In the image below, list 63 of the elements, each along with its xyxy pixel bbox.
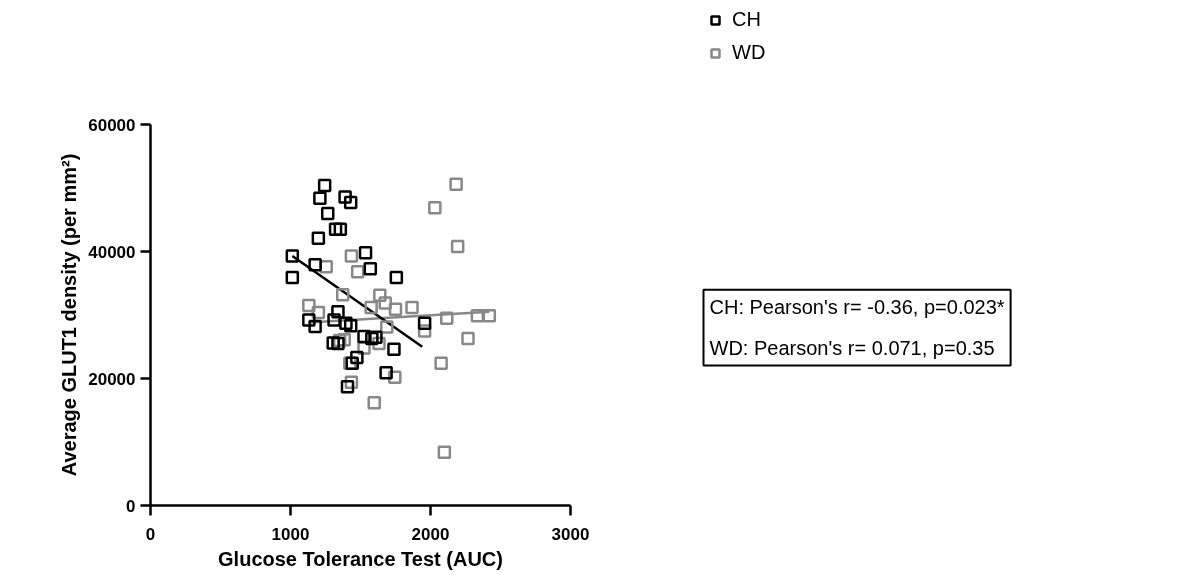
y-tick-label: 60000 xyxy=(88,115,136,135)
point xyxy=(365,331,379,346)
point xyxy=(357,329,371,344)
legend-label: CH xyxy=(732,8,761,31)
point xyxy=(482,308,497,323)
point xyxy=(428,200,442,215)
point xyxy=(387,342,401,357)
point xyxy=(327,313,341,327)
point xyxy=(343,319,358,333)
point xyxy=(380,320,394,334)
point xyxy=(364,300,378,315)
point xyxy=(343,195,358,210)
point xyxy=(379,366,393,380)
point xyxy=(367,395,381,410)
point xyxy=(373,288,387,303)
y-tick-label: 0 xyxy=(126,496,136,516)
text: WD: Pearson's r= 0.071, p=0.35 xyxy=(709,337,995,360)
point xyxy=(344,249,359,263)
point xyxy=(311,231,326,245)
y-tick-label: 20000 xyxy=(88,369,136,389)
point xyxy=(358,246,373,260)
point xyxy=(320,206,335,221)
point xyxy=(363,261,378,276)
point xyxy=(437,445,452,459)
x-tick-label: 2000 xyxy=(411,524,450,544)
point xyxy=(302,298,316,313)
point xyxy=(350,265,365,279)
point xyxy=(313,191,327,205)
point xyxy=(369,330,383,344)
x-tick-label: 1000 xyxy=(271,524,310,544)
point xyxy=(450,239,465,254)
point xyxy=(331,305,345,319)
x-tick-label: 3000 xyxy=(551,524,590,544)
point xyxy=(285,270,300,285)
point xyxy=(326,336,340,350)
point xyxy=(449,177,463,191)
point xyxy=(302,313,316,327)
x-tick-label: 0 xyxy=(145,524,156,544)
point xyxy=(439,311,454,325)
point xyxy=(328,222,343,237)
point xyxy=(338,190,352,204)
point xyxy=(308,319,322,334)
point xyxy=(405,300,419,315)
y-tick-label: 40000 xyxy=(88,242,136,262)
point xyxy=(340,380,355,394)
point xyxy=(388,302,403,317)
point xyxy=(434,356,448,371)
point xyxy=(317,178,332,193)
point xyxy=(339,316,353,331)
text: CH: Pearson's r= -0.36, p=0.023* xyxy=(709,295,1005,318)
point xyxy=(417,316,432,331)
legend-label: WD xyxy=(732,41,766,64)
y-axis-title: Average GLUT1 density (per mm²) xyxy=(58,153,81,477)
point xyxy=(470,308,485,323)
point xyxy=(461,331,475,346)
point xyxy=(308,258,322,272)
point xyxy=(389,270,404,285)
point xyxy=(378,296,393,310)
point xyxy=(335,287,350,302)
point xyxy=(350,350,364,365)
x-axis-title: Glucose Tolerance Test (AUC) xyxy=(218,547,503,570)
point xyxy=(333,222,348,237)
point xyxy=(285,249,300,263)
